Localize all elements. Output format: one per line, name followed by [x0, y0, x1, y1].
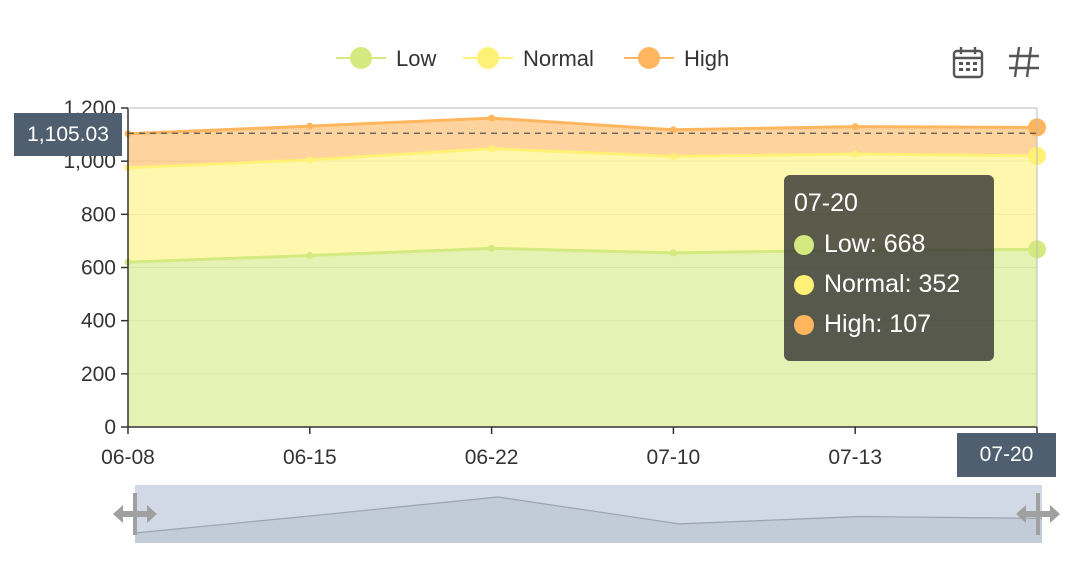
- data-point-normal[interactable]: [306, 156, 314, 164]
- legend-label: Normal: [523, 46, 594, 71]
- tooltip-row-text: Low: 668: [824, 230, 926, 258]
- tooltip-dot-low: [794, 234, 814, 255]
- data-point-low[interactable]: [669, 249, 677, 257]
- tooltip: 07-20 Low: 668 Normal: 352 High: 107: [784, 175, 994, 361]
- tooltip-row-normal: Normal: 352: [794, 270, 984, 299]
- data-point-normal[interactable]: [669, 152, 677, 160]
- data-point-high[interactable]: [306, 122, 314, 130]
- legend-label: Low: [396, 46, 436, 71]
- x-tick-label: 07-10: [647, 446, 701, 469]
- y-axis-pointer-label: 1,105.03: [14, 113, 122, 156]
- tooltip-row-high: High: 107: [794, 310, 984, 339]
- y-tick-label: 600: [81, 257, 116, 280]
- legend-item-low[interactable]: Low: [336, 46, 436, 71]
- tooltip-row-low: Low: 668: [794, 230, 984, 259]
- data-point-normal[interactable]: [488, 145, 496, 153]
- area-high: [128, 118, 1037, 168]
- x-axis-pointer-label: 07-20: [957, 433, 1056, 477]
- axes: [121, 107, 1038, 434]
- legend: Low Normal High: [336, 46, 729, 71]
- data-point-normal[interactable]: [851, 150, 859, 158]
- data-zoom-slider: [113, 485, 1060, 543]
- hash-icon[interactable]: [1006, 44, 1042, 80]
- y-tick-label: 200: [81, 363, 116, 386]
- x-tick-label: 06-22: [465, 446, 519, 469]
- calendar-icon[interactable]: [950, 44, 986, 80]
- tooltip-row-text: Normal: 352: [824, 270, 961, 298]
- legend-item-normal[interactable]: Normal: [463, 46, 594, 71]
- data-point-high[interactable]: [669, 126, 677, 134]
- y-tick-label: 0: [104, 416, 116, 439]
- data-zoom-preview-line: [134, 496, 1043, 534]
- line-normal: [127, 147, 1038, 170]
- x-tick-labels: 06-08 06-15 06-22 07-10 07-13: [101, 446, 882, 469]
- data-zoom-handle-right[interactable]: [1016, 493, 1060, 535]
- x-tick-label: 06-15: [283, 446, 337, 469]
- line-high: [127, 116, 1038, 136]
- tooltip-title: 07-20: [794, 189, 858, 217]
- x-tick-label: 06-08: [101, 446, 155, 469]
- x-tick-label: 07-13: [828, 446, 882, 469]
- data-point-high[interactable]: [851, 123, 859, 131]
- tooltip-dot-high: [794, 314, 814, 335]
- data-point-low[interactable]: [488, 244, 496, 252]
- data-zoom-handle-left[interactable]: [113, 493, 157, 535]
- y-tick-label: 400: [81, 310, 116, 333]
- y-tick-label: 800: [81, 203, 116, 226]
- tooltip-dot-normal: [794, 274, 814, 295]
- legend-item-high[interactable]: High: [624, 46, 729, 71]
- data-point-low[interactable]: [306, 252, 314, 260]
- legend-marker: [638, 47, 660, 69]
- legend-marker: [477, 47, 499, 69]
- data-zoom-preview-area: [135, 497, 1042, 543]
- legend-marker: [350, 47, 372, 69]
- legend-label: High: [684, 46, 729, 71]
- tooltip-row-text: High: 107: [824, 310, 932, 338]
- data-point-high[interactable]: [488, 114, 496, 122]
